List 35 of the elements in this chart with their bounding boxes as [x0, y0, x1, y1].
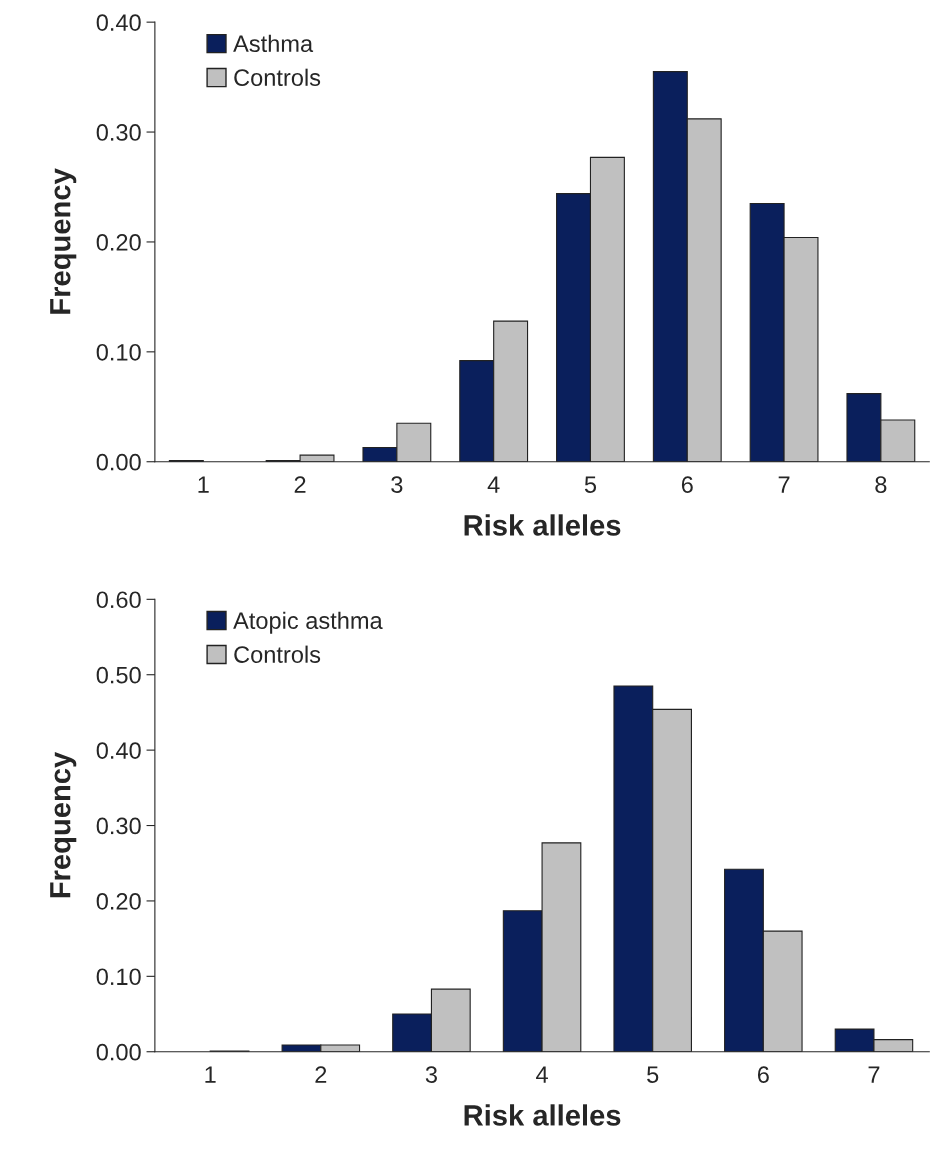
legend-label: Controls [234, 68, 321, 87]
x-axis-title: Risk alleles [464, 514, 621, 536]
legend-label: Atopic asthma [233, 611, 383, 634]
x-tick-label: 4 [487, 476, 500, 493]
x-tick-label: 2 [294, 476, 306, 493]
y-tick-label: 0.10 [96, 968, 141, 986]
y-tick-label: 0.00 [96, 453, 141, 471]
x-tick-label: 5 [647, 1066, 659, 1083]
y-axis-title: Frequency [50, 751, 77, 898]
x-tick-label: 7 [868, 1066, 880, 1083]
x-tick-label: 7 [778, 476, 790, 493]
x-tick-label: 5 [584, 476, 597, 493]
y-tick-label: 0.30 [96, 124, 141, 141]
y-tick-label: 0.20 [96, 893, 141, 910]
y-tick-label: 0.10 [96, 343, 141, 361]
x-axis-title: Risk alleles [464, 1104, 621, 1126]
x-tick-label: 4 [536, 1066, 548, 1083]
legend-label: Asthma [233, 34, 314, 53]
x-tick-label: 2 [315, 1066, 327, 1083]
y-tick-label: 0.20 [96, 234, 141, 251]
x-tick-label: 8 [875, 476, 887, 493]
y-tick-label: 0.50 [96, 666, 141, 684]
y-tick-label: 0.40 [96, 742, 141, 759]
x-tick-label: 1 [205, 1066, 216, 1083]
y-tick-label: 0.60 [96, 591, 141, 609]
x-tick-label: 6 [757, 1066, 769, 1083]
x-tick-label: 6 [681, 476, 693, 493]
y-tick-label: 0.30 [96, 817, 141, 835]
legend-label: Controls [234, 645, 321, 663]
y-tick-label: 0.00 [96, 1043, 141, 1061]
x-tick-label: 3 [391, 476, 403, 493]
y-tick-label: 0.40 [96, 14, 141, 31]
x-tick-label: 1 [198, 476, 209, 493]
y-axis-title: Frequency [50, 168, 77, 314]
x-tick-label: 3 [425, 1066, 437, 1083]
